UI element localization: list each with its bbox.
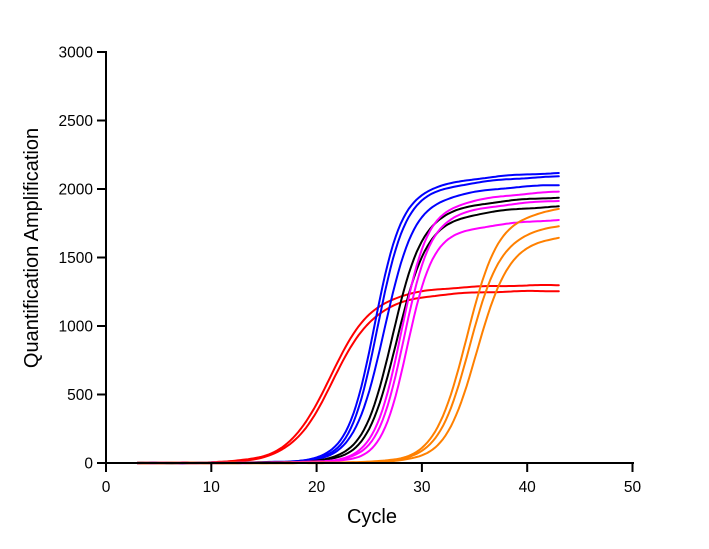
y-tick-label-0: 0 [84,456,93,473]
amplification-curve-red-1 [136,284,560,465]
y-tick-label-500: 500 [67,387,93,404]
amplification-curve-blue-3 [136,184,560,465]
x-tick-label-40: 40 [519,479,537,496]
x-axis-title: Cycle [347,506,397,528]
amplification-curve-blue-2 [136,175,560,465]
y-tick-label-1500: 1500 [59,250,94,267]
amplification-curves [136,172,560,465]
y-tick-label-2000: 2000 [59,182,94,199]
x-tick-label-10: 10 [203,479,221,496]
amplification-curve-magenta-1 [136,190,560,465]
amplification-curve-blue-1 [136,172,560,465]
x-tick-label-50: 50 [624,479,642,496]
y-tick-label-3000: 3000 [59,45,94,62]
axes [97,51,634,472]
y-axis-title: Quantification Amplification [21,128,43,368]
amplification-curve-red-2 [136,289,560,465]
y-tick-label-2500: 2500 [59,113,94,130]
y-tick-label-1000: 1000 [59,319,94,336]
x-tick-label-20: 20 [308,479,326,496]
amplification-curve-magenta-2 [136,200,560,465]
amplification-curve-black-1 [136,196,560,465]
x-tick-label-30: 30 [413,479,431,496]
x-tick-label-0: 0 [102,479,111,496]
